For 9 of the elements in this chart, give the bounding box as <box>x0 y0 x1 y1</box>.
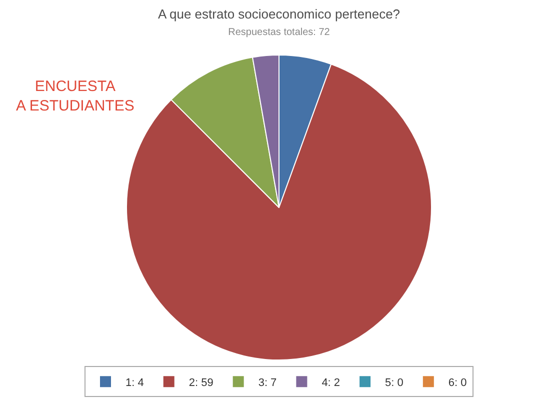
legend-label: 4: 2 <box>322 376 340 389</box>
legend-label: 2: 59 <box>188 376 214 389</box>
legend-label: 5: 0 <box>385 376 404 389</box>
chart-title: A que estrato socioeconomico pertenece? <box>158 6 400 22</box>
legend-label: 6: 0 <box>448 376 467 389</box>
text: ENCUESTA A ESTUDIANTES <box>16 78 134 114</box>
legend-label: 3: 7 <box>258 376 277 389</box>
chart-subtitle: Respuestas totales: 72 <box>228 27 330 38</box>
legend-label: 1: 4 <box>126 376 144 389</box>
